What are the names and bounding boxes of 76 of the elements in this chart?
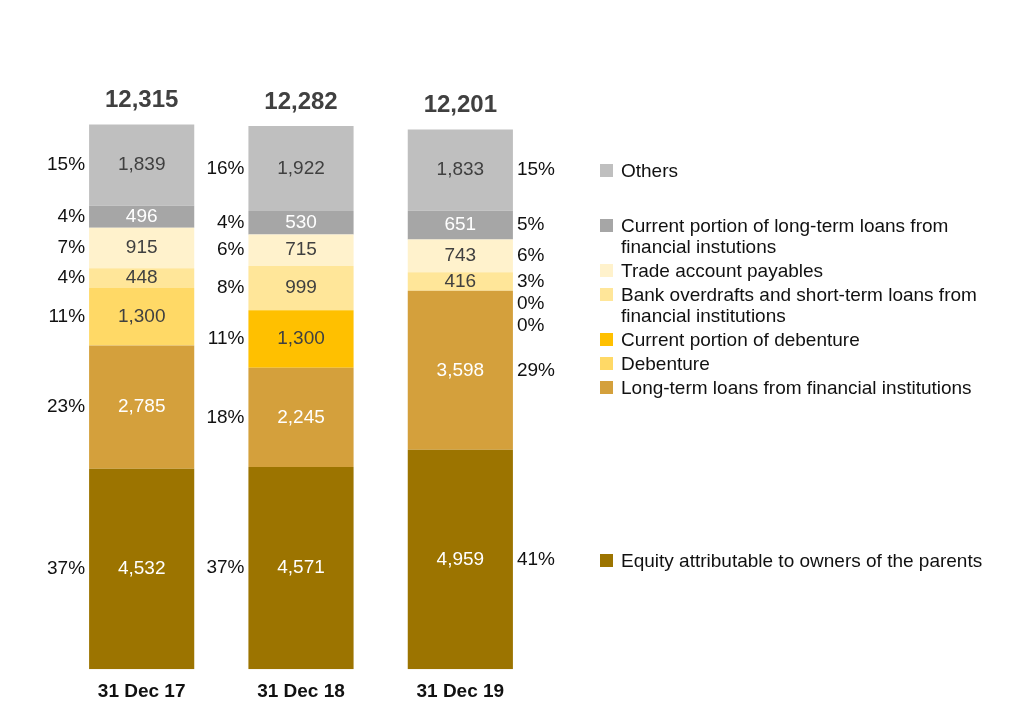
legend-label: Trade account payables [621,260,824,282]
legend-label: Long-term loans from financial institutions [621,377,972,399]
data-label: 416 [444,269,477,291]
annotation: 23% [47,395,86,417]
legend-label: Debenture [621,353,710,375]
bar [407,210,513,240]
annotation: 29% [516,358,556,380]
total-label: 12,282 [264,86,338,114]
annotation: 15% [47,153,86,175]
data-label: 3,598 [436,358,485,380]
annotation: 37% [47,557,86,579]
legend-label: Current portion of debenture [621,329,860,351]
bar [89,345,195,469]
x-tick-label: 31 Dec 17 [97,679,186,701]
annotation: 37% [206,556,245,578]
bar [248,467,354,670]
bar [407,239,513,273]
data-label: 496 [125,205,158,227]
annotation: 4% [57,266,86,288]
data-label: 999 [285,276,317,298]
legend-label: Bank overdrafts and short-term loans from financial institutions [621,284,978,327]
annotation: 0% [516,313,545,335]
annotation: 5% [516,213,545,235]
data-label: 4,532 [117,557,166,579]
annotation: 6% [216,238,245,260]
x-tick-label: 31 Dec 18 [257,679,345,701]
annotation: 16% [206,156,245,178]
bar [89,124,195,206]
legend-label: Current portion of long-term loans from financial instutions [621,215,950,258]
data-label: 4,571 [277,556,325,578]
bar [248,125,354,211]
data-label: 715 [285,238,317,260]
annotation: 41% [516,547,556,569]
annotation: 11% [48,305,86,327]
data-label: 743 [444,244,477,266]
total-label: 12,201 [423,90,498,118]
annotation: 4% [57,205,86,227]
annotation: 0% [516,291,545,313]
data-label: 530 [285,210,317,232]
data-label: 1,922 [277,156,325,178]
annotation: 4% [216,210,245,232]
bar [248,310,354,368]
data-label: 2,245 [277,405,325,427]
data-label: 1,300 [277,327,325,349]
annotation: 3% [516,269,545,291]
bar [407,272,513,291]
bar [248,367,354,468]
bar [407,129,513,211]
data-label: 651 [444,213,477,235]
bar [248,234,354,267]
data-label: 915 [125,236,158,258]
data-label: 448 [125,266,158,288]
legend-label: Equity attributable to owners of the parents [621,549,983,571]
bar [89,468,195,670]
bar [407,449,513,670]
annotation: 7% [57,236,86,258]
data-label: 1,839 [117,153,166,175]
annotation: 6% [516,244,545,266]
annotation: 18% [206,405,245,427]
bar [248,210,354,235]
annotation: 15% [516,158,556,180]
bar [89,205,195,228]
annotation: 8% [216,276,245,298]
bar [89,288,195,346]
data-label: 2,785 [117,395,166,417]
x-tick-label: 31 Dec 19 [416,679,505,701]
total-label: 12,315 [104,85,179,113]
data-label: 1,300 [117,305,166,327]
bar [89,227,195,269]
legend-label: Others [621,160,679,182]
bar [407,290,513,450]
bar [89,268,195,289]
data-label: 4,959 [436,547,485,569]
data-label: 1,833 [436,158,485,180]
bar [248,266,354,311]
annotation: 11% [207,327,245,349]
